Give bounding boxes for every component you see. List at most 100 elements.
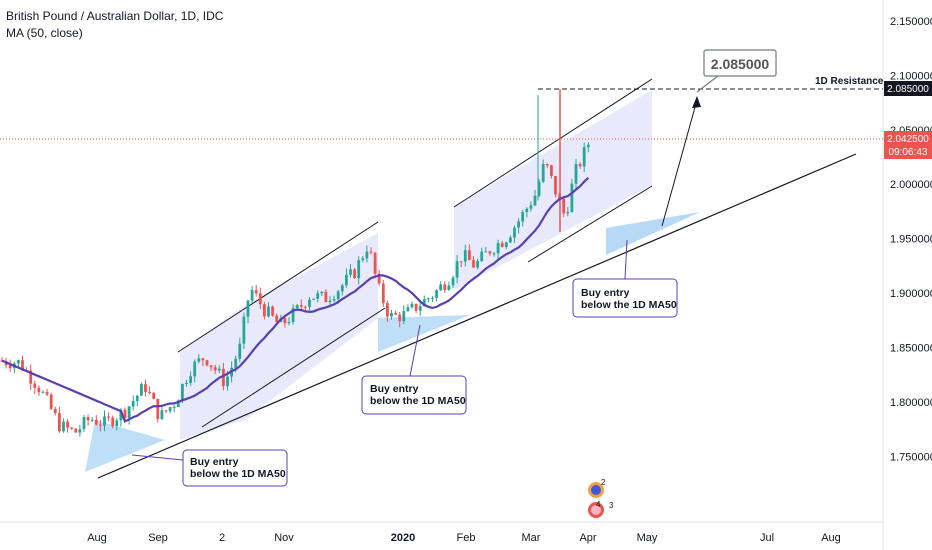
candle-body — [422, 299, 426, 307]
candle-body — [8, 365, 12, 369]
candle-body — [521, 212, 525, 222]
candle-body — [74, 428, 78, 433]
candle-body — [308, 299, 311, 307]
ma50-line — [1, 177, 590, 423]
candle-body — [525, 208, 529, 213]
candle-body — [324, 291, 328, 303]
candle-body — [447, 285, 451, 291]
target-callout[interactable] — [703, 49, 777, 77]
candle-body — [197, 358, 201, 362]
x-tick-label: Feb — [457, 532, 476, 544]
candle-body — [562, 198, 566, 214]
candle-body — [193, 361, 197, 377]
candle-body — [283, 318, 287, 324]
x-tick-label: Aug — [87, 532, 107, 544]
y-tick-label: 2.150000 — [890, 16, 932, 28]
candle-body — [468, 250, 471, 261]
candle-body — [554, 175, 557, 195]
y-tick-label: 1.950000 — [890, 234, 932, 246]
candle-body — [320, 291, 324, 294]
candle-body — [402, 311, 406, 322]
resistance-price-tag — [884, 81, 932, 96]
candle-body — [17, 360, 20, 364]
channel-3 — [454, 90, 652, 290]
candle-body — [332, 299, 336, 301]
candle-body — [205, 360, 209, 366]
candle-body — [550, 165, 553, 176]
channel-1-upper — [177, 221, 379, 353]
candle-body — [172, 406, 176, 408]
callout-3-box[interactable] — [572, 278, 678, 318]
candle-body — [152, 392, 156, 399]
callout-1-line1: Buy entry — [190, 456, 239, 468]
callout-2-box[interactable] — [361, 375, 467, 415]
candle-body — [33, 383, 37, 388]
candle-body — [263, 304, 266, 317]
candle-body — [517, 221, 520, 228]
candle-body — [99, 424, 102, 426]
candle-body — [287, 322, 291, 324]
indicator-label[interactable]: MA (50, close) — [6, 26, 83, 40]
candle-body — [345, 274, 348, 286]
candle-body — [513, 227, 516, 238]
candle-body — [295, 305, 299, 309]
candle-body — [316, 293, 320, 299]
event-badges[interactable]: 2 4 3 — [588, 478, 614, 518]
candle-body — [140, 384, 143, 396]
candle-body — [29, 370, 33, 384]
candle-body — [373, 252, 377, 274]
candle-body — [62, 421, 65, 432]
candle-body — [304, 306, 307, 308]
projection-arrow — [661, 99, 698, 227]
candle-body — [353, 269, 356, 279]
x-tick-label: May — [637, 532, 658, 544]
candle-body — [267, 306, 270, 317]
candle-body — [349, 269, 352, 275]
arrow-head — [692, 96, 701, 108]
candle-body — [209, 365, 213, 368]
candle-body — [226, 376, 229, 387]
flag-icon-2 — [591, 505, 601, 515]
candle-body — [111, 417, 115, 427]
candle-body — [480, 251, 484, 262]
candle-body — [291, 308, 295, 323]
candle-body — [189, 376, 192, 383]
candle-body — [574, 164, 578, 184]
chart-title: British Pound / Australian Dollar, 1D, I… — [6, 9, 224, 23]
callout-2-line2: below the 1D MA50 — [370, 395, 466, 407]
candle-body — [361, 258, 365, 261]
candle-body — [533, 195, 537, 206]
candle-body — [451, 277, 455, 286]
candle-body — [119, 409, 123, 421]
badge-count-1: 2 — [601, 478, 606, 487]
badge-count-3: 3 — [609, 501, 614, 510]
candle-body — [328, 300, 332, 303]
candle-body — [103, 416, 106, 426]
candle-body — [431, 297, 434, 299]
candle-body — [340, 285, 344, 292]
candle-body — [336, 291, 340, 300]
candle-body — [459, 261, 463, 263]
candle-body — [94, 419, 98, 425]
candle-body — [217, 368, 221, 371]
candle-body — [271, 306, 274, 316]
candle-body — [41, 391, 45, 393]
candle-body — [582, 147, 586, 167]
callout-1-line2: below the 1D MA50 — [190, 468, 286, 480]
y-tick-label: 1.800000 — [890, 397, 932, 409]
current-price-tag — [884, 131, 932, 159]
candle-body — [156, 398, 160, 419]
candle-body — [242, 316, 246, 344]
channel-1-lower — [201, 307, 386, 428]
candle-body — [234, 358, 238, 368]
x-tick-label: Apr — [579, 532, 596, 544]
candle-body — [537, 181, 541, 196]
x-tick-label: Mar — [522, 532, 541, 544]
callout-1-box[interactable] — [182, 449, 288, 487]
candle-body — [53, 408, 57, 414]
candle-body — [70, 427, 74, 429]
candle-body — [390, 313, 393, 317]
candle-body — [123, 409, 127, 419]
candle-body — [164, 410, 168, 412]
